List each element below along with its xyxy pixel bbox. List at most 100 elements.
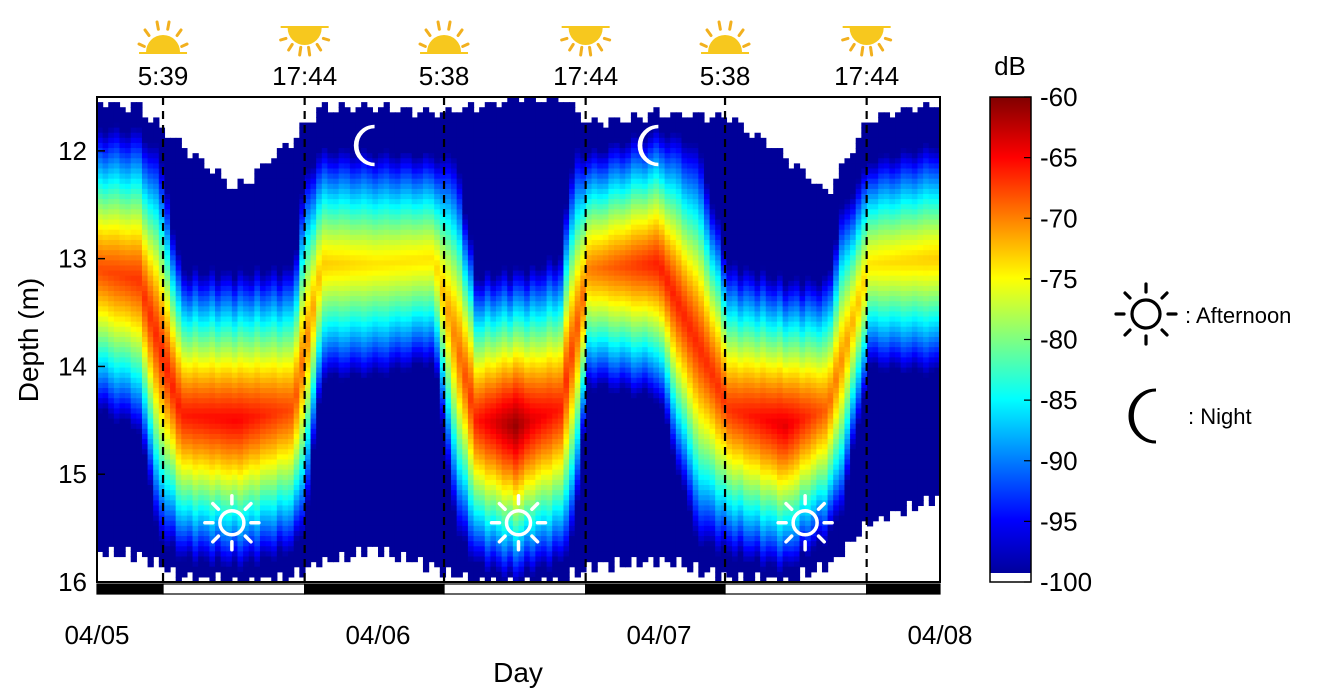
heatmap-cell <box>411 444 418 450</box>
heatmap-cell <box>181 377 188 384</box>
heatmap-cell <box>113 413 121 420</box>
heatmap-cell <box>226 459 233 466</box>
heatmap-cell <box>400 306 407 313</box>
heatmap-cell <box>265 265 272 272</box>
heatmap-cell <box>333 525 340 532</box>
heatmap-cell <box>333 515 340 522</box>
heatmap-cell <box>411 510 418 517</box>
heatmap-cell <box>181 331 188 338</box>
heatmap-cell <box>248 403 255 410</box>
heatmap-cell <box>389 148 396 154</box>
heatmap-cell <box>355 469 362 476</box>
heatmap-cell <box>243 490 250 496</box>
heatmap-cell <box>153 454 160 461</box>
heatmap-cell <box>400 382 407 389</box>
heatmap-cell <box>321 214 329 221</box>
heatmap-cell <box>97 546 104 552</box>
heatmap-cell <box>293 398 300 404</box>
heatmap-cell <box>141 239 149 246</box>
heatmap-cell <box>355 408 362 415</box>
heatmap-cell <box>400 326 407 333</box>
heatmap-cell <box>327 347 334 353</box>
heatmap-cell <box>243 520 250 527</box>
heatmap-cell <box>383 536 390 542</box>
heatmap-cell <box>394 311 402 318</box>
heatmap-cell <box>293 183 300 190</box>
heatmap-cell <box>231 546 239 552</box>
heatmap-cell <box>237 219 244 226</box>
heatmap-cell <box>422 382 430 389</box>
heatmap-cell <box>327 342 334 348</box>
heatmap-cell <box>209 245 216 251</box>
heatmap-cell <box>304 291 312 297</box>
heatmap-cell <box>372 137 379 144</box>
heatmap-cell <box>136 306 143 313</box>
heatmap-cell <box>417 122 424 129</box>
heatmap-cell <box>406 418 413 425</box>
heatmap-cell <box>288 229 295 236</box>
heatmap-cell <box>220 347 227 353</box>
heatmap-cell <box>125 418 132 425</box>
heatmap-cell <box>349 285 357 292</box>
heatmap-cell <box>158 255 166 261</box>
heatmap-cell <box>271 255 278 261</box>
heatmap-cell <box>198 525 205 532</box>
heatmap-cell <box>231 382 239 389</box>
heatmap-cell <box>130 188 137 195</box>
heatmap-cell <box>293 449 300 455</box>
heatmap-cell <box>349 163 357 170</box>
heatmap-cell <box>215 474 222 481</box>
heatmap-cell <box>355 214 362 221</box>
heatmap-cell <box>304 398 312 404</box>
heatmap-cell <box>288 163 295 170</box>
heatmap-cell <box>361 178 368 185</box>
heatmap-cell <box>192 362 199 369</box>
heatmap-cell <box>299 546 306 552</box>
heatmap-cell <box>136 423 143 430</box>
heatmap-cell <box>141 183 149 190</box>
heatmap-cell <box>327 398 334 404</box>
heatmap-cell <box>400 178 407 185</box>
heatmap-cell <box>259 316 267 323</box>
heatmap-cell <box>248 352 255 358</box>
heatmap-cell <box>327 245 334 251</box>
heatmap-cell <box>333 408 340 415</box>
heatmap-cell <box>158 490 166 496</box>
heatmap-cell <box>372 388 379 394</box>
heatmap-cell <box>102 178 109 185</box>
heatmap-cell <box>293 413 300 420</box>
heatmap-cell <box>108 265 115 272</box>
heatmap-cell <box>366 321 373 328</box>
heatmap-cell <box>310 525 317 532</box>
heatmap-cell <box>321 122 329 129</box>
heatmap-cell <box>271 367 278 374</box>
heatmap-cell <box>181 433 188 440</box>
heatmap-cell <box>378 362 385 369</box>
heatmap-cell <box>147 255 154 261</box>
heatmap-cell <box>276 454 284 461</box>
heatmap-cell <box>422 321 430 328</box>
heatmap-cell <box>158 464 166 471</box>
heatmap-cell <box>164 428 171 435</box>
heatmap-cell <box>192 367 199 374</box>
heatmap-cell <box>293 342 300 348</box>
heatmap-cell <box>417 234 424 241</box>
heatmap-cell <box>102 347 109 353</box>
heatmap-cell <box>170 148 177 154</box>
heatmap-cell <box>276 372 284 379</box>
heatmap-cell <box>422 137 430 144</box>
heatmap-cell <box>113 132 121 139</box>
heatmap-cell <box>333 127 340 134</box>
heatmap-cell <box>170 336 177 343</box>
heatmap-cell <box>220 469 227 476</box>
heatmap-cell <box>304 296 312 302</box>
heatmap-cell <box>355 530 362 537</box>
heatmap-cell <box>406 194 413 200</box>
heatmap-cell <box>97 137 104 144</box>
heatmap-cell <box>175 199 182 205</box>
heatmap-cell <box>158 275 166 282</box>
heatmap-cell <box>265 479 272 486</box>
heatmap-cell <box>316 490 323 496</box>
heatmap-cell <box>125 306 132 313</box>
heatmap-cell <box>170 229 177 236</box>
